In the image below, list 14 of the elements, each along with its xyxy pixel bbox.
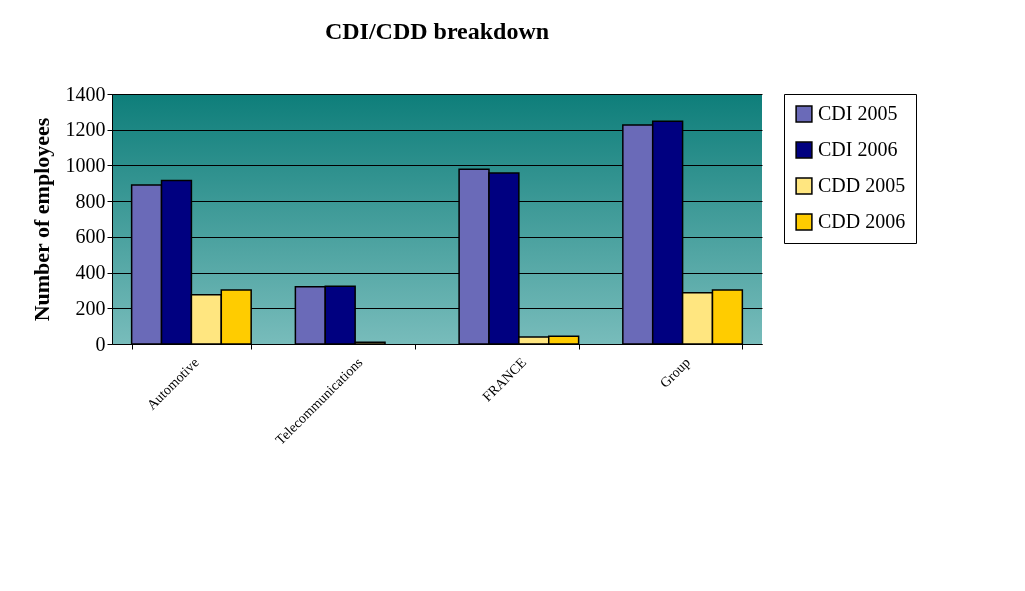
y-tick-label: 1200 bbox=[65, 118, 106, 141]
y-tick-label: 200 bbox=[75, 296, 106, 319]
legend-label: CDD 2005 bbox=[818, 174, 906, 196]
y-tick-label: 1400 bbox=[65, 82, 106, 105]
y-tick-label: 1000 bbox=[65, 153, 106, 176]
legend-label: CDD 2006 bbox=[818, 210, 906, 232]
chart-title: CDI/CDD breakdown bbox=[324, 18, 550, 44]
y-tick-label: 400 bbox=[75, 261, 106, 284]
y-tick-label: 800 bbox=[75, 189, 106, 212]
y-tick-label: 0 bbox=[95, 332, 106, 355]
legend-label: CDI 2006 bbox=[818, 138, 898, 160]
y-tick-label: 600 bbox=[75, 225, 106, 248]
legend-label: CDI 2005 bbox=[818, 102, 898, 124]
y-axis-title: Number of employees bbox=[28, 117, 54, 322]
